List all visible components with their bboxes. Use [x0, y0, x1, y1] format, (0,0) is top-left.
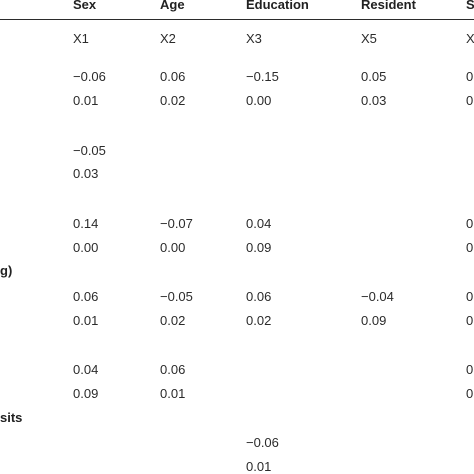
table-cell: 0.04 — [73, 362, 99, 377]
table-cell: −0.06 — [246, 435, 279, 450]
table-cell: −0.04 — [361, 289, 394, 304]
table-cell: 0 — [466, 313, 474, 328]
column-header-resident: Resident — [361, 0, 416, 12]
variable-code-education: X3 — [246, 31, 262, 46]
column-header-sex: Sex — [73, 0, 97, 12]
variable-code-sex: X1 — [73, 31, 89, 46]
table-cell: 0.14 — [73, 216, 99, 231]
table-cell: 0.03 — [361, 93, 387, 108]
table-cell: −0.05 — [160, 289, 193, 304]
table-top-rule — [0, 19, 474, 20]
table-cell: 0 — [466, 240, 474, 255]
variable-code-age: X2 — [160, 31, 176, 46]
table-cell: −0.05 — [73, 143, 106, 158]
table-cell: 0.02 — [160, 313, 186, 328]
table-cell: 0.00 — [246, 93, 272, 108]
column-header-education: Education — [246, 0, 309, 12]
table-cell: 0.00 — [73, 240, 99, 255]
table-cell: −0.15 — [246, 69, 279, 84]
column-header-partial: S — [466, 0, 474, 12]
column-header-age: Age — [160, 0, 185, 12]
table-cell: 0.06 — [73, 289, 99, 304]
table-cell: 0 — [466, 386, 474, 401]
table-cell: 0.00 — [160, 240, 186, 255]
table-cell: 0.01 — [73, 93, 99, 108]
table-cell: 0 — [466, 216, 474, 231]
table-cell: 0.01 — [73, 313, 99, 328]
table-cell: 0.05 — [361, 69, 387, 84]
variable-code-resident: X5 — [361, 31, 377, 46]
table-cell: 0.01 — [160, 386, 186, 401]
table-cell: 0 — [466, 93, 474, 108]
row-label: g) — [0, 263, 13, 278]
row-label: sits — [0, 410, 23, 425]
table-cell: 0.06 — [160, 362, 186, 377]
table-cell: 0.02 — [246, 313, 272, 328]
table-cell: 0.06 — [160, 69, 186, 84]
table-cell: 0.04 — [246, 216, 272, 231]
table-cell: 0.02 — [160, 93, 186, 108]
variable-code-partial: X — [466, 31, 474, 46]
table-cell: −0.07 — [160, 216, 193, 231]
table-cell: 0 — [466, 362, 474, 377]
table-cell: 0 — [466, 289, 474, 304]
table-cell: 0.03 — [73, 166, 99, 181]
table-cell: 0 — [466, 69, 474, 84]
table-cell: 0.09 — [246, 240, 272, 255]
table-cell: 0.01 — [246, 459, 272, 474]
table-cell: −0.06 — [73, 69, 106, 84]
table-cell: 0.09 — [361, 313, 387, 328]
table-cell: 0.09 — [73, 386, 99, 401]
table-cell: 0.06 — [246, 289, 272, 304]
